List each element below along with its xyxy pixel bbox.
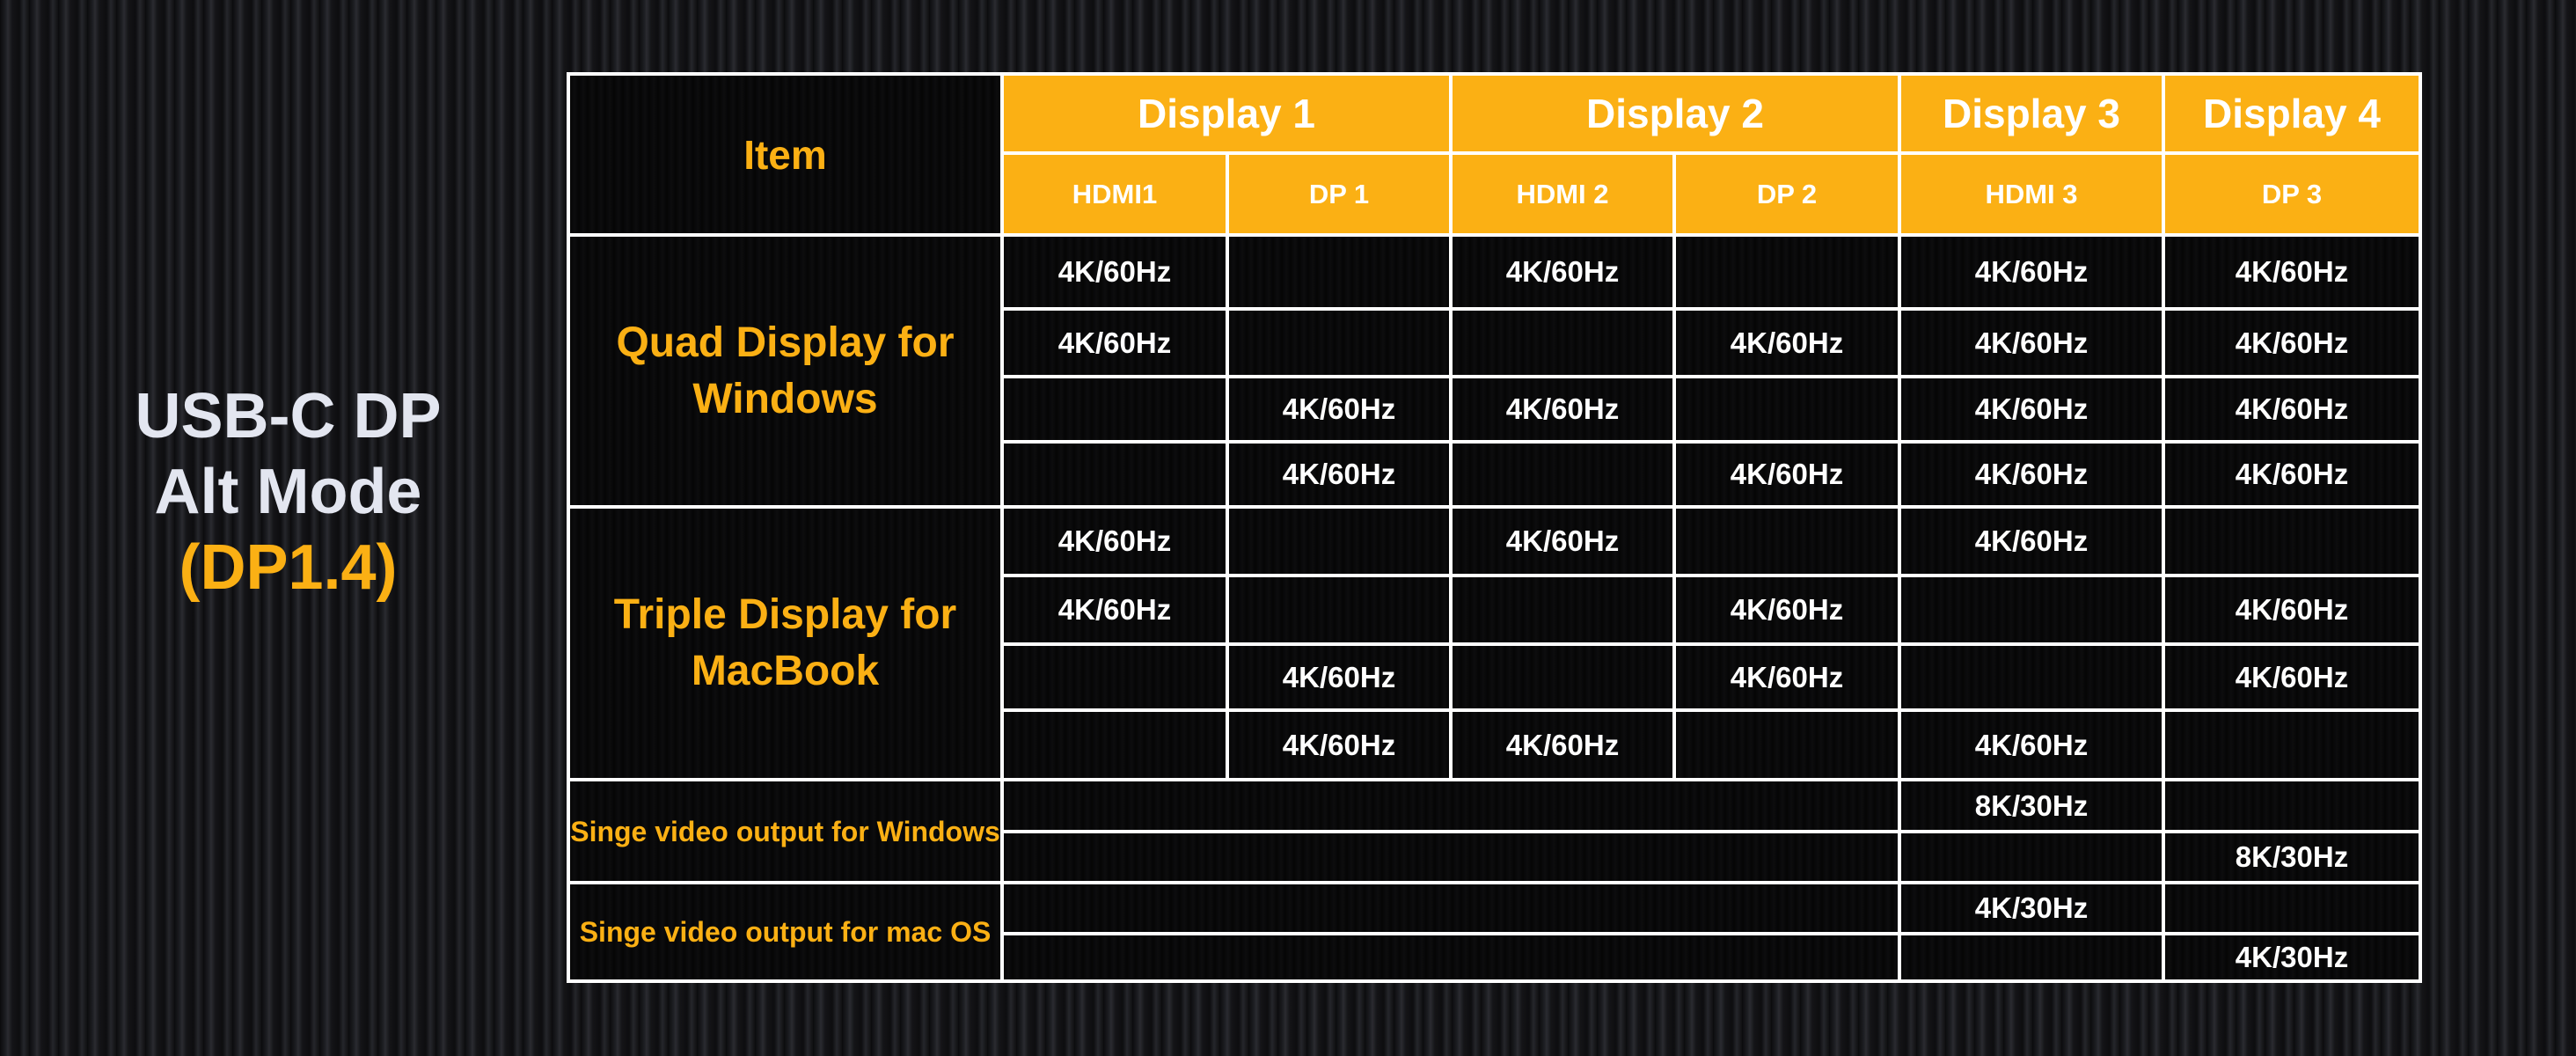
table-row: 4K/60Hz 4K/60Hz 4K/60Hz bbox=[568, 574, 2422, 646]
table-cell: 4K/60Hz bbox=[1672, 642, 1901, 712]
table-cell: 8K/30Hz bbox=[2162, 830, 2422, 884]
page-title: USB-C DP Alt Mode (DP1.4) bbox=[53, 378, 523, 605]
table-row: 4K/60Hz 4K/60Hz 4K/60Hz 4K/60Hz bbox=[568, 440, 2422, 509]
port-header: HDMI 3 bbox=[1898, 151, 2165, 237]
table-cell: 4K/60Hz bbox=[2162, 307, 2422, 378]
table-cell bbox=[2162, 881, 2422, 935]
table-cell bbox=[1000, 440, 1229, 509]
table-row: Singe video output for mac OS 4K/30Hz bbox=[567, 881, 2422, 983]
port-header: HDMI1 bbox=[1000, 151, 1229, 237]
table-cell: 4K/60Hz bbox=[1449, 708, 1676, 781]
table-cell: 4K/60Hz bbox=[2162, 642, 2422, 712]
port-header: DP 1 bbox=[1226, 151, 1453, 237]
table-row: Singe video output for Windows 8K/30Hz bbox=[567, 778, 2422, 884]
display-4-header: Display 4 bbox=[2162, 72, 2422, 155]
table-cell bbox=[1226, 505, 1453, 577]
table-cell bbox=[1449, 642, 1676, 712]
empty-cell bbox=[1000, 830, 1901, 884]
table-cell: 4K/30Hz bbox=[1898, 881, 2165, 935]
table-cell bbox=[1000, 375, 1229, 444]
port-header: HDMI 2 bbox=[1449, 151, 1676, 237]
table-cell: 4K/60Hz bbox=[1449, 233, 1676, 311]
display-1-header: Display 1 bbox=[1000, 72, 1453, 155]
port-header: DP 2 bbox=[1672, 151, 1901, 237]
table-cell: 4K/60Hz bbox=[2162, 375, 2422, 444]
table-cell bbox=[1898, 932, 2165, 983]
empty-cell bbox=[1000, 881, 1901, 935]
table-cell bbox=[1000, 642, 1229, 712]
table-cell bbox=[2162, 708, 2422, 781]
empty-cell bbox=[1000, 778, 1901, 833]
table-cell: 4K/60Hz bbox=[2162, 574, 2422, 646]
table-cell bbox=[1672, 505, 1901, 577]
title-line-3: (DP1.4) bbox=[179, 532, 398, 603]
table-cell bbox=[1672, 708, 1901, 781]
table-row: 4K/60Hz 4K/60Hz 4K/60Hz 4K/60Hz bbox=[568, 375, 2422, 444]
group-label: Quad Display for Windows bbox=[567, 233, 1004, 509]
table-cell: 4K/60Hz bbox=[1672, 574, 1901, 646]
item-header: Item bbox=[567, 72, 1004, 237]
table-cell bbox=[2162, 505, 2422, 577]
table-cell bbox=[1898, 642, 2165, 712]
table-row: Quad Display for Windows 4K/60Hz 4K/60Hz 4K… bbox=[567, 233, 2422, 509]
table-cell: 8K/30Hz bbox=[1898, 778, 2165, 833]
display-2-header: Display 2 bbox=[1449, 72, 1901, 155]
table-cell bbox=[2162, 778, 2422, 833]
table-cell: 4K/60Hz bbox=[1226, 440, 1453, 509]
table-cell: 4K/60Hz bbox=[1000, 505, 1229, 577]
table-cell bbox=[1449, 574, 1676, 646]
table-cell bbox=[1226, 574, 1453, 646]
table-cell: 4K/60Hz bbox=[1898, 233, 2165, 311]
table-cell bbox=[1226, 233, 1453, 311]
table-cell: 4K/60Hz bbox=[1898, 505, 2165, 577]
table-cell: 4K/60Hz bbox=[1898, 708, 2165, 781]
table-cell: 4K/60Hz bbox=[2162, 440, 2422, 509]
table-cell bbox=[1672, 375, 1901, 444]
table-cell: 4K/60Hz bbox=[1898, 440, 2165, 509]
table-cell bbox=[1898, 574, 2165, 646]
compatibility-table: Item Display 1 Display 2 Display 3 Displ… bbox=[567, 72, 2422, 983]
table-cell bbox=[1672, 233, 1901, 311]
table-cell bbox=[1226, 307, 1453, 378]
table-cell: 4K/60Hz bbox=[1898, 375, 2165, 444]
group-label: Singe video output for Windows bbox=[567, 778, 1004, 884]
table-cell: 4K/60Hz bbox=[1226, 708, 1453, 781]
table-cell: 4K/60Hz bbox=[1672, 440, 1901, 509]
display-3-header: Display 3 bbox=[1898, 72, 2165, 155]
port-header: DP 3 bbox=[2162, 151, 2422, 237]
table-cell bbox=[1000, 708, 1229, 781]
table-cell: 4K/60Hz bbox=[1672, 307, 1901, 378]
table-cell: 4K/60Hz bbox=[1898, 307, 2165, 378]
table-cell: 4K/60Hz bbox=[1226, 642, 1453, 712]
table-row: 4K/60Hz 4K/60Hz 4K/60Hz 4K/60Hz bbox=[568, 307, 2422, 378]
title-line-2: Alt Mode bbox=[154, 457, 422, 527]
table-cell: 4K/60Hz bbox=[2162, 233, 2422, 311]
table-row: 4K/30Hz bbox=[568, 932, 2422, 983]
table-cell bbox=[1898, 830, 2165, 884]
group-label: Singe video output for mac OS bbox=[567, 881, 1004, 983]
group-label: Triple Display for MacBook bbox=[567, 505, 1004, 781]
table-cell: 4K/60Hz bbox=[1000, 307, 1229, 378]
table-cell bbox=[1449, 440, 1676, 509]
table-cell: 4K/60Hz bbox=[1226, 375, 1453, 444]
table-row: 4K/60Hz 4K/60Hz 4K/60Hz bbox=[568, 642, 2422, 712]
table-cell: 4K/30Hz bbox=[2162, 932, 2422, 983]
table-cell: 4K/60Hz bbox=[1000, 233, 1229, 311]
table-cell: 4K/60Hz bbox=[1449, 505, 1676, 577]
table-cell bbox=[1449, 307, 1676, 378]
empty-cell bbox=[1000, 932, 1901, 983]
table-row: Triple Display for MacBook 4K/60Hz 4K/60Hz… bbox=[567, 505, 2422, 781]
table-cell: 4K/60Hz bbox=[1000, 574, 1229, 646]
table-cell: 4K/60Hz bbox=[1449, 375, 1676, 444]
title-line-1: USB-C DP bbox=[135, 381, 442, 451]
table-row: 8K/30Hz bbox=[568, 830, 2422, 884]
table-row: 4K/60Hz 4K/60Hz 4K/60Hz bbox=[568, 708, 2422, 781]
